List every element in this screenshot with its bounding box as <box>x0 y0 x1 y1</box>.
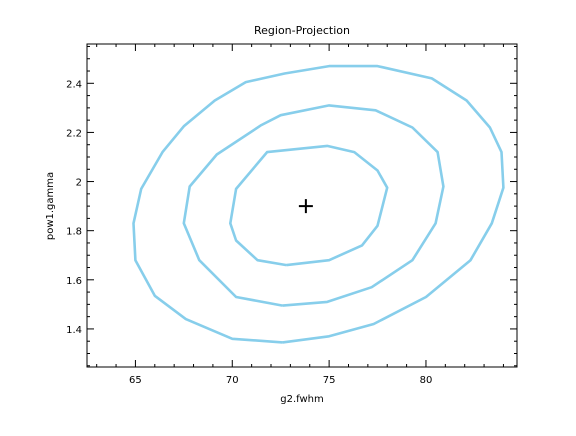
y-tick-label: 1.6 <box>66 276 82 287</box>
plot-area <box>132 64 505 344</box>
contour-line-1 <box>229 144 389 267</box>
y-axis-label: pow1.gamma <box>45 172 56 240</box>
y-tick-label: 1.8 <box>66 227 82 238</box>
contour-line-3 <box>132 64 505 344</box>
y-tick-label: 1.4 <box>66 325 82 336</box>
x-tick-label: 75 <box>323 375 336 386</box>
x-tick-label: 80 <box>420 375 433 386</box>
x-tick-label: 65 <box>129 375 142 386</box>
contour-line-2 <box>182 104 445 307</box>
x-axis-label: g2.fwhm <box>280 394 324 405</box>
x-tick-label: 70 <box>226 375 239 386</box>
plot-frame <box>86 43 518 368</box>
y-tick-label: 2 <box>76 178 82 189</box>
chart-title: Region-Projection <box>254 24 350 37</box>
axes: 65 70 75 80 1.4 1.6 1.8 2 2.2 2.4 <box>66 43 518 386</box>
y-tick-label: 2.4 <box>66 79 82 90</box>
best-fit-marker <box>298 199 313 214</box>
y-tick-label: 2.2 <box>66 128 82 139</box>
